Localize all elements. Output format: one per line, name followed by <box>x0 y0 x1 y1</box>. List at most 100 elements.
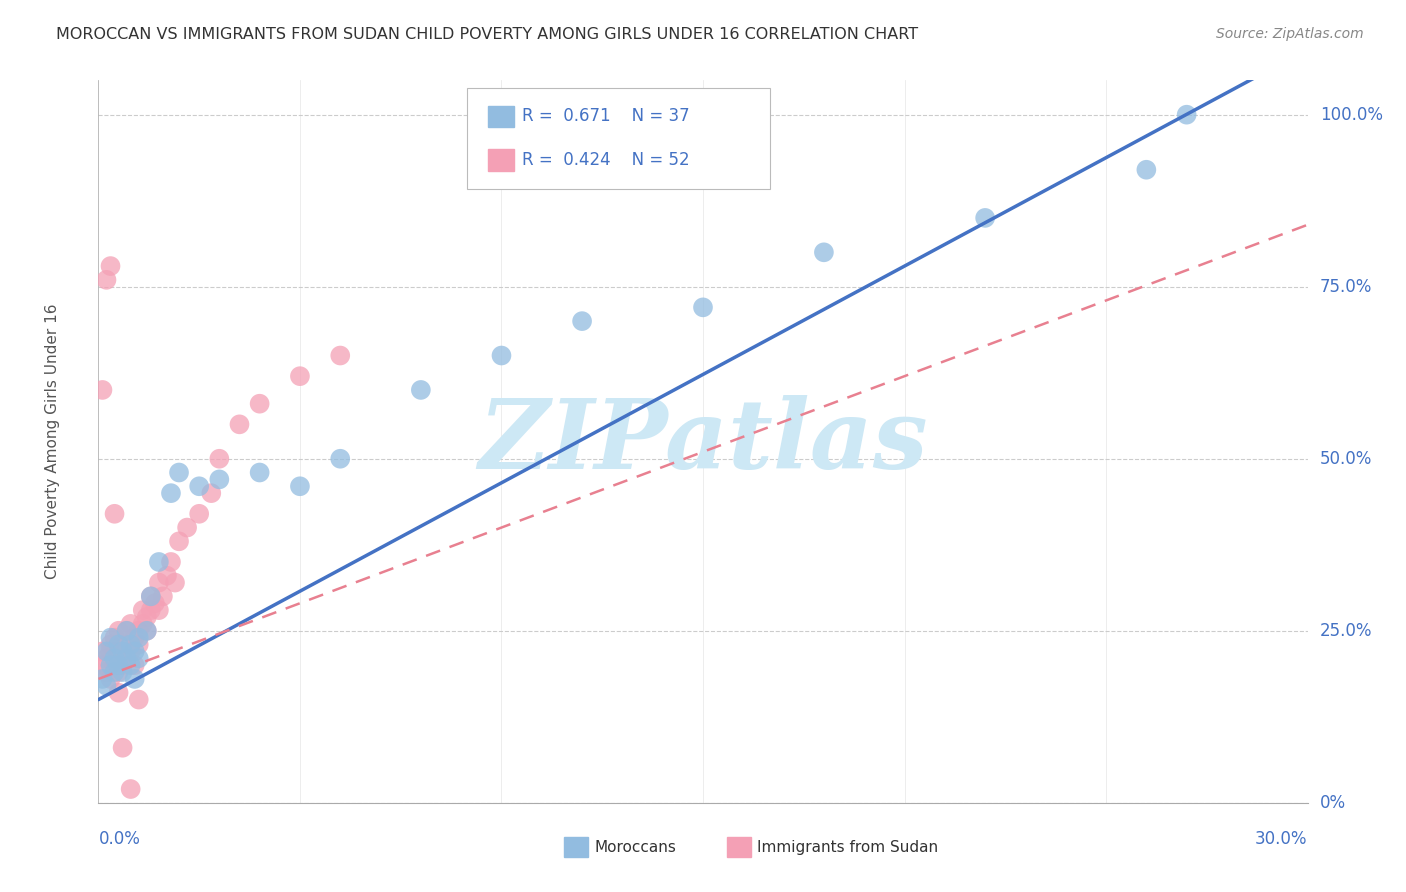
Text: R =  0.671    N = 37: R = 0.671 N = 37 <box>522 107 689 126</box>
Point <box>249 466 271 480</box>
Text: 30.0%: 30.0% <box>1256 830 1308 848</box>
Point <box>111 665 134 679</box>
Point <box>288 369 311 384</box>
Point <box>111 740 134 755</box>
Bar <box>727 837 751 857</box>
Bar <box>488 105 515 128</box>
FancyBboxPatch shape <box>467 87 769 189</box>
Point <box>91 383 114 397</box>
Point <box>100 672 122 686</box>
Point <box>103 507 125 521</box>
Point <box>100 644 122 658</box>
Point <box>120 644 142 658</box>
Text: R =  0.424    N = 52: R = 0.424 N = 52 <box>522 151 689 169</box>
Point <box>96 665 118 679</box>
Point <box>329 349 352 363</box>
Text: Child Poverty Among Girls Under 16: Child Poverty Among Girls Under 16 <box>45 304 60 579</box>
Point <box>491 349 513 363</box>
Point <box>107 624 129 638</box>
Point <box>124 672 146 686</box>
Text: Source: ZipAtlas.com: Source: ZipAtlas.com <box>1216 27 1364 41</box>
Point <box>103 651 125 665</box>
Point <box>96 679 118 693</box>
Point <box>135 624 157 638</box>
Point <box>167 466 190 480</box>
Point <box>100 259 122 273</box>
Point <box>188 507 211 521</box>
Point <box>132 616 155 631</box>
Point <box>148 603 170 617</box>
Point <box>1135 162 1157 177</box>
Point <box>128 651 150 665</box>
Point <box>329 451 352 466</box>
Point <box>208 472 231 486</box>
Point <box>111 658 134 673</box>
Point <box>128 638 150 652</box>
Bar <box>564 837 588 857</box>
Point <box>139 590 162 604</box>
Point <box>228 417 250 432</box>
Point <box>128 631 150 645</box>
Text: Immigrants from Sudan: Immigrants from Sudan <box>758 840 939 855</box>
Point <box>91 658 114 673</box>
Point <box>132 603 155 617</box>
Point <box>103 658 125 673</box>
Point <box>111 638 134 652</box>
Point <box>200 486 222 500</box>
Point <box>107 658 129 673</box>
Point <box>571 314 593 328</box>
Text: ZIPatlas: ZIPatlas <box>478 394 928 489</box>
Point <box>124 644 146 658</box>
Text: 75.0%: 75.0% <box>1320 277 1372 296</box>
Point <box>160 486 183 500</box>
Point <box>139 590 162 604</box>
Point <box>813 245 835 260</box>
Point <box>188 479 211 493</box>
Text: 100.0%: 100.0% <box>1320 105 1382 124</box>
Text: 25.0%: 25.0% <box>1320 622 1372 640</box>
Point <box>100 631 122 645</box>
Point <box>103 665 125 679</box>
Point <box>143 596 166 610</box>
Point <box>96 273 118 287</box>
Point <box>120 658 142 673</box>
Point <box>974 211 997 225</box>
Point <box>288 479 311 493</box>
Point <box>120 638 142 652</box>
Point <box>409 383 432 397</box>
Point <box>249 397 271 411</box>
Text: Moroccans: Moroccans <box>595 840 676 855</box>
Point <box>148 575 170 590</box>
Point <box>107 686 129 700</box>
Point <box>692 301 714 315</box>
Point <box>107 644 129 658</box>
Point <box>148 555 170 569</box>
Text: 0%: 0% <box>1320 794 1346 812</box>
Point <box>91 644 114 658</box>
Point <box>152 590 174 604</box>
Point <box>124 658 146 673</box>
Point <box>139 603 162 617</box>
Point <box>128 692 150 706</box>
Text: MOROCCAN VS IMMIGRANTS FROM SUDAN CHILD POVERTY AMONG GIRLS UNDER 16 CORRELATION: MOROCCAN VS IMMIGRANTS FROM SUDAN CHILD … <box>56 27 918 42</box>
Point <box>91 672 114 686</box>
Point <box>96 651 118 665</box>
Point <box>103 631 125 645</box>
Point <box>135 624 157 638</box>
Point <box>1175 108 1198 122</box>
Point <box>208 451 231 466</box>
Text: 50.0%: 50.0% <box>1320 450 1372 467</box>
Point <box>107 638 129 652</box>
Point <box>115 624 138 638</box>
Text: 0.0%: 0.0% <box>98 830 141 848</box>
Point <box>163 575 186 590</box>
Point <box>120 616 142 631</box>
Point <box>176 520 198 534</box>
Point <box>100 638 122 652</box>
Point <box>111 644 134 658</box>
Point <box>115 624 138 638</box>
Point <box>107 665 129 679</box>
Point <box>160 555 183 569</box>
Point <box>128 624 150 638</box>
Point <box>156 568 179 582</box>
